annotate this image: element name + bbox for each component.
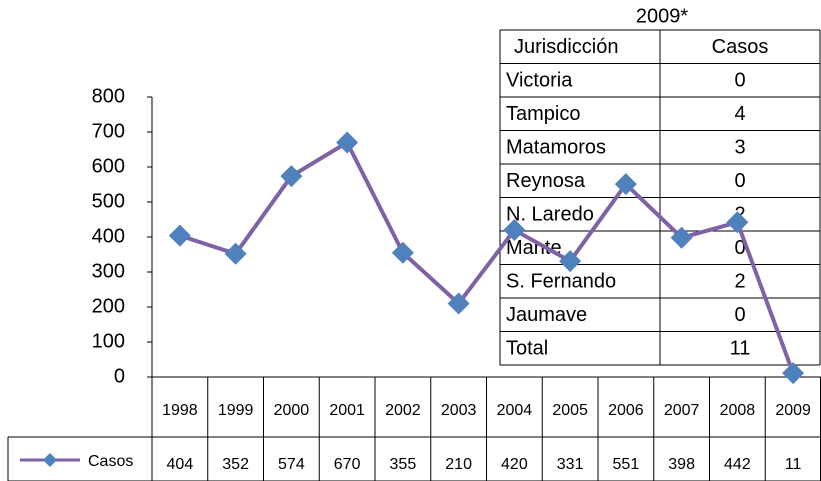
table-header: Jurisdicción xyxy=(514,36,618,58)
value-label: 670 xyxy=(334,456,361,473)
table-header: Casos xyxy=(712,36,769,58)
table-cell: Total xyxy=(506,338,548,360)
y-tick-label: 100 xyxy=(92,330,125,352)
table-cell: 0 xyxy=(734,70,745,92)
point-marker xyxy=(224,242,247,265)
table-cell: 3 xyxy=(734,137,745,159)
table-cell: N. Laredo xyxy=(506,204,594,226)
y-tick-label: 300 xyxy=(92,260,125,282)
x-tick-label: 1999 xyxy=(218,402,254,419)
value-label: 210 xyxy=(445,456,472,473)
x-tick-label: 2005 xyxy=(552,402,588,419)
series-line xyxy=(179,140,796,374)
x-tick-label: 2006 xyxy=(608,402,644,419)
legend-label: Casos xyxy=(88,453,133,470)
y-tick-label: 800 xyxy=(92,85,125,107)
y-tick-label: 700 xyxy=(92,120,125,142)
legend-marker xyxy=(43,453,57,467)
point-marker xyxy=(670,226,693,249)
x-tick-label: 1998 xyxy=(162,402,198,419)
point-marker xyxy=(336,131,359,154)
table-cell: Mante xyxy=(506,237,562,259)
point-marker xyxy=(168,224,191,247)
x-tick-label: 2007 xyxy=(664,402,700,419)
value-label: 11 xyxy=(785,456,802,473)
y-tick-label: 500 xyxy=(92,190,125,212)
x-tick-label: 2009 xyxy=(775,402,811,419)
point-marker xyxy=(559,250,582,273)
value-label: 398 xyxy=(668,456,695,473)
y-tick-label: 400 xyxy=(92,225,125,247)
y-tick-label: 0 xyxy=(114,365,125,387)
value-label: 442 xyxy=(724,456,751,473)
value-label: 331 xyxy=(557,456,584,473)
point-marker xyxy=(447,292,470,315)
table-cell: Victoria xyxy=(506,70,573,92)
value-label: 420 xyxy=(501,456,528,473)
x-tick-label: 2001 xyxy=(329,402,365,419)
table-cell: 0 xyxy=(734,237,745,259)
table-cell: Jaumave xyxy=(506,304,587,326)
x-tick-label: 2002 xyxy=(385,402,421,419)
x-tick-label: 2008 xyxy=(720,402,756,419)
table-cell: 2 xyxy=(734,271,745,293)
y-tick-label: 600 xyxy=(92,155,125,177)
y-tick-label: 200 xyxy=(92,295,125,317)
point-marker xyxy=(503,219,526,241)
table-cell: 11 xyxy=(730,338,751,360)
table-cell: Matamoros xyxy=(506,137,606,159)
point-marker xyxy=(614,173,637,196)
point-marker xyxy=(726,211,749,234)
point-marker xyxy=(782,362,805,385)
table-cell: Tampico xyxy=(506,103,580,125)
value-label: 355 xyxy=(390,456,417,473)
point-marker xyxy=(391,241,414,264)
point-marker xyxy=(280,165,303,188)
value-label: 404 xyxy=(167,456,194,473)
table-cell: Reynosa xyxy=(506,170,586,192)
table-cell: 0 xyxy=(734,304,745,326)
x-tick-label: 2003 xyxy=(441,402,477,419)
table-title: 2009* xyxy=(636,5,688,27)
value-label: 551 xyxy=(613,456,640,473)
table-cell: 0 xyxy=(734,170,745,192)
table-cell: S. Fernando xyxy=(506,271,616,293)
x-tick-label: 2000 xyxy=(274,402,310,419)
table-cell: 4 xyxy=(734,103,745,125)
x-tick-label: 2004 xyxy=(497,402,533,419)
value-label: 352 xyxy=(222,456,249,473)
value-label: 574 xyxy=(278,456,305,473)
